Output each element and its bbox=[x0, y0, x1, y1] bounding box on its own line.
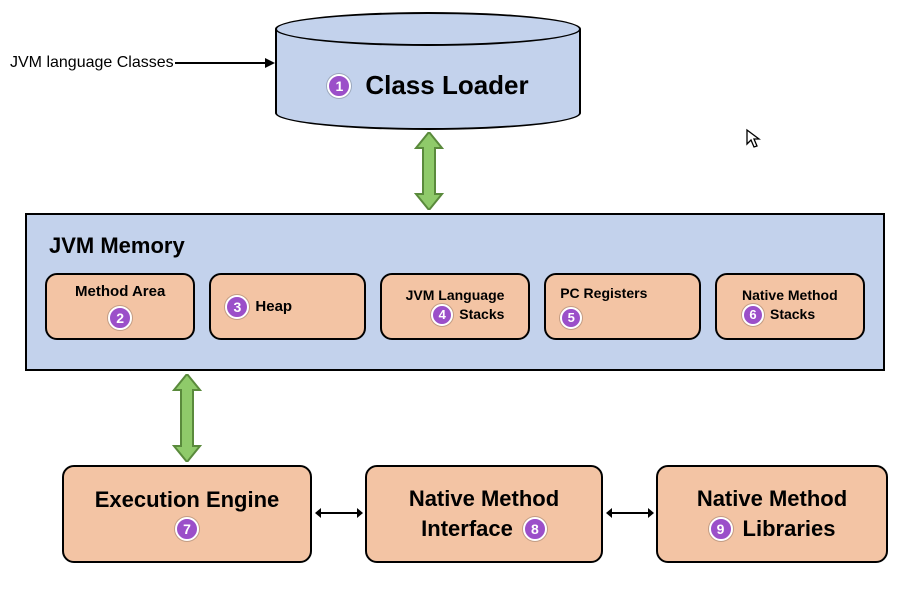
nml-line1: Native Method bbox=[697, 486, 847, 512]
mem-pc-label: PC Registers bbox=[560, 285, 647, 301]
mem-method-area-label: Method Area bbox=[75, 283, 165, 300]
arrow-exec-nmi bbox=[315, 506, 363, 520]
badge-6-num: 6 bbox=[749, 307, 756, 323]
badge-8: 8 bbox=[523, 517, 547, 541]
nml-row2: 9 Libraries bbox=[709, 516, 836, 542]
mem-lang-stacks: JVM Language 4 Stacks bbox=[380, 273, 530, 340]
arrow-loader-memory bbox=[412, 132, 446, 210]
badge-2: 2 bbox=[108, 306, 132, 330]
badge-2-num: 2 bbox=[116, 310, 124, 326]
class-loader-content: 1 Class Loader bbox=[275, 70, 581, 101]
cursor-icon bbox=[745, 128, 763, 155]
badge-1-num: 1 bbox=[335, 78, 343, 94]
execution-engine-box: Execution Engine 7 bbox=[62, 465, 312, 563]
badge-5: 5 bbox=[560, 307, 582, 329]
nmi-row2: Interface 8 bbox=[421, 516, 547, 542]
badge-3-num: 3 bbox=[234, 299, 242, 315]
mem-heap-label: Heap bbox=[255, 298, 292, 315]
arrow-memory-exec bbox=[170, 374, 204, 462]
arrow-nmi-nml bbox=[606, 506, 654, 520]
badge-7: 7 bbox=[175, 517, 199, 541]
class-loader-cylinder: 1 Class Loader bbox=[275, 12, 581, 130]
badge-1: 1 bbox=[327, 74, 351, 98]
nml-line2: Libraries bbox=[743, 516, 836, 542]
mem-native-stacks: Native Method 6 Stacks bbox=[715, 273, 865, 340]
badge-9-num: 9 bbox=[717, 521, 725, 537]
mem-pc-registers: PC Registers 5 bbox=[544, 273, 700, 340]
exec-label: Execution Engine bbox=[95, 487, 280, 513]
badge-3: 3 bbox=[225, 295, 249, 319]
jvm-memory-container: JVM Memory Method Area 2 3 Heap JVM Lang… bbox=[25, 213, 885, 371]
nmi-line2: Interface bbox=[421, 516, 513, 542]
badge-9: 9 bbox=[709, 517, 733, 541]
badge-8-num: 8 bbox=[531, 521, 539, 537]
input-arrow bbox=[175, 55, 275, 75]
cylinder-top bbox=[275, 12, 581, 46]
native-method-libraries-box: Native Method 9 Libraries bbox=[656, 465, 888, 563]
input-label-text: JVM language Classes bbox=[10, 54, 174, 71]
mem-method-area: Method Area 2 bbox=[45, 273, 195, 340]
badge-7-num: 7 bbox=[183, 521, 191, 537]
badge-4: 4 bbox=[431, 304, 453, 326]
badge-5-num: 5 bbox=[568, 310, 575, 325]
jvm-memory-title: JVM Memory bbox=[49, 233, 861, 259]
mem-heap: 3 Heap bbox=[209, 273, 365, 340]
nmi-line1: Native Method bbox=[409, 486, 559, 512]
memory-row: Method Area 2 3 Heap JVM Language 4 bbox=[45, 273, 865, 340]
native-method-interface-box: Native Method Interface 8 bbox=[365, 465, 603, 563]
badge-6: 6 bbox=[742, 304, 764, 326]
badge-4-num: 4 bbox=[439, 307, 446, 323]
class-loader-label: Class Loader bbox=[365, 70, 528, 101]
input-label: JVM language Classes bbox=[10, 54, 174, 72]
